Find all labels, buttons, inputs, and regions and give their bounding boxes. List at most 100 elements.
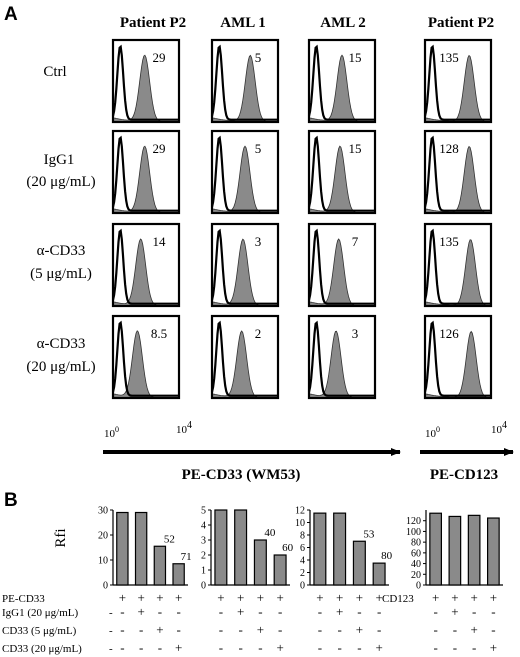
isotype-histogram: [307, 44, 375, 121]
y-tick-label: 1: [201, 566, 206, 577]
mfi-value: 15: [349, 141, 362, 156]
condition-mark: +: [490, 590, 497, 605]
y-tick-label: 30: [98, 506, 108, 517]
mfi-value: 126: [439, 326, 459, 341]
histogram-grid: 29 5 15 135 29 5 15 128 14 3 7 135 8.5 2 3 126: [111, 38, 493, 400]
y-tick-label: 100: [406, 527, 421, 538]
y-tick-label: 60: [411, 548, 421, 559]
isotype-histogram: [111, 228, 179, 305]
isotype-histogram: [210, 320, 278, 397]
condition-mark: -: [139, 622, 143, 637]
x-tick-low-cd33-p2: 100: [104, 425, 119, 440]
condition-mark: +: [470, 590, 477, 605]
condition-mark: +: [276, 640, 283, 655]
histogram-frame: [307, 38, 377, 124]
histogram-r3-c1: 14: [111, 222, 181, 308]
bar: [313, 512, 327, 586]
row-dash-mark: -: [109, 643, 113, 655]
condition-mark: -: [219, 640, 223, 655]
condition-mark: -: [258, 604, 262, 619]
y-tick-label: 20: [411, 570, 421, 581]
histogram-frame: [423, 222, 493, 308]
condition-mark: +: [119, 590, 126, 605]
condition-mark: -: [120, 622, 124, 637]
condition-mark: -: [491, 604, 495, 619]
condition-mark: +: [451, 590, 458, 605]
condition-label: PE-CD33: [2, 593, 45, 605]
inhibition-label: 52: [164, 533, 175, 545]
bar: [448, 515, 462, 586]
mfi-value: 29: [153, 50, 166, 65]
condition-mark: -: [158, 604, 162, 619]
y-tick-label: 2: [300, 568, 305, 579]
y-tick-label: 120: [406, 516, 421, 527]
y-tick-label: 12: [295, 506, 305, 517]
histogram-r1-c1: 29: [111, 38, 181, 124]
inhibition-label: 80: [381, 550, 393, 562]
rfi-axis-label: Rfi: [53, 528, 69, 547]
y-tick-label: 20: [98, 531, 108, 542]
histogram-r2-c2: 5: [210, 129, 280, 215]
histogram-r4-c3: 3: [307, 314, 377, 400]
condition-mark: +: [217, 590, 224, 605]
condition-mark: +: [237, 604, 244, 619]
bar: [467, 514, 481, 586]
y-tick-label: 0: [103, 581, 108, 592]
bar: [153, 545, 167, 586]
isotype-histogram: [111, 44, 179, 121]
condition-mark: +: [156, 590, 163, 605]
condition-mark: +: [175, 640, 182, 655]
y-tick-label: 5: [201, 506, 206, 517]
condition-mark: +: [257, 590, 264, 605]
condition-mark: -: [453, 640, 457, 655]
mfi-value: 8.5: [151, 326, 167, 341]
histogram-r4-c2: 2: [210, 314, 280, 400]
condition-label: CD33 (20 μg/mL): [2, 643, 82, 655]
isotype-histogram: [210, 135, 278, 212]
condition-mark: -: [433, 604, 437, 619]
isotype-histogram: [423, 135, 491, 212]
histogram-r2-c3: 15: [307, 129, 377, 215]
condition-mark: -: [219, 622, 223, 637]
bar: [253, 539, 267, 586]
condition-mark: +: [432, 590, 439, 605]
column-header-aml2: AML 2: [320, 15, 365, 31]
histogram-frame: [423, 38, 493, 124]
bar: [333, 512, 347, 586]
histogram-r1-c4: 135: [423, 38, 493, 124]
condition-mark: -: [377, 622, 381, 637]
condition-mark: +: [156, 622, 163, 637]
histogram-frame: [111, 222, 181, 308]
histogram-frame: [423, 314, 493, 400]
isotype-histogram: [307, 135, 375, 212]
condition-mark: -: [472, 604, 476, 619]
condition-mark: -: [357, 604, 361, 619]
condition-mark: +: [375, 590, 382, 605]
condition-mark: -: [337, 622, 341, 637]
bar: [352, 540, 366, 586]
condition-mark: -: [433, 640, 437, 655]
histogram-frame: [111, 314, 181, 400]
y-tick-label: 10: [295, 518, 305, 529]
isotype-histogram: [423, 320, 491, 397]
mfi-value: 15: [349, 50, 362, 65]
bar: [214, 509, 228, 586]
condition-mark: +: [316, 590, 323, 605]
cd123-axis-title: PE-CD123: [430, 467, 498, 483]
y-tick-label: 8: [300, 531, 305, 542]
histogram-frame: [210, 314, 280, 400]
bar: [429, 512, 443, 586]
y-tick-label: 4: [201, 521, 206, 532]
condition-mark: +: [356, 622, 363, 637]
inhibition-label: 60: [282, 542, 294, 554]
x-tick-low-cd123: 100: [425, 425, 440, 440]
condition-mark: -: [453, 622, 457, 637]
mfi-value: 29: [153, 141, 166, 156]
condition-mark: +: [237, 590, 244, 605]
condition-mark: -: [337, 640, 341, 655]
mfi-value: 5: [255, 141, 262, 156]
condition-mark: -: [377, 604, 381, 619]
x-tick-high-cd33-p2: 104: [176, 420, 192, 436]
histogram-frame: [423, 129, 493, 215]
